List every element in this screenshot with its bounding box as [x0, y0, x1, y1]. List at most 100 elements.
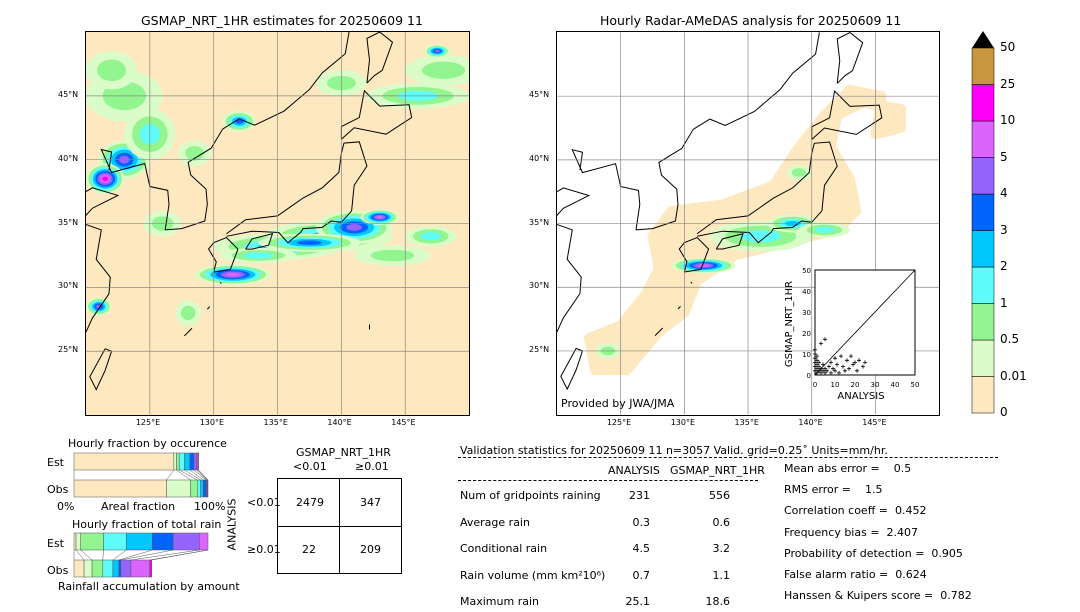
occurrence-est-segment [193, 452, 197, 471]
scatter-point [813, 364, 817, 369]
rain-area [740, 230, 781, 243]
totalrain-title: Hourly fraction of total rain [72, 518, 222, 531]
occurrence-est-segment [197, 452, 199, 471]
scatter-point [823, 366, 827, 371]
stat-row-label: Rain volume (mm km²10⁶) [460, 568, 606, 582]
col-label-1: ≥0.01 [355, 460, 389, 473]
coastline [557, 187, 591, 333]
scatter-xtick: 30 [871, 381, 880, 389]
rain-area [814, 226, 835, 233]
scatter-inset: 0 10 20 30 40 50 0 10 20 30 40 50 ANALYSIS GSMAP_NRT_… [784, 267, 919, 402]
coastline [207, 237, 239, 273]
colorbar-segment [971, 193, 995, 231]
colorbar [971, 31, 995, 414]
colorbar-segment [971, 84, 995, 122]
occ-est-label: Est [47, 456, 64, 469]
connector [130, 549, 200, 561]
colorbar-segment [971, 230, 995, 268]
lat-tick-label: 40°N [529, 153, 550, 163]
scatter-ytick: 30 [802, 309, 811, 317]
scatter-ylabel: GSMAP_NRT_1HR [784, 281, 795, 367]
scatter-xtick: 20 [851, 381, 860, 389]
scatter-point [825, 368, 829, 373]
occurrence-est-segment [184, 452, 191, 471]
colorbar-label: 0.01 [1000, 368, 1027, 383]
stat-row-analysis: 25.1 [625, 595, 651, 608]
stat-row-analysis: 4.5 [632, 542, 651, 555]
lon-tick-label: 145°E [862, 418, 887, 427]
occurrence-est-segment [176, 452, 180, 471]
colorbar-label: 25 [1000, 76, 1016, 91]
colorbar-segment [971, 303, 995, 341]
colorbar-label: 50 [1000, 40, 1016, 54]
score-line: Correlation coeff = 0.452 [784, 504, 927, 518]
connector [197, 469, 208, 481]
colorbar-label: 4 [1000, 186, 1008, 200]
colorbar-segment [971, 47, 995, 85]
totalrain-est-segment [103, 532, 127, 551]
lat-tick-label: 40°N [58, 153, 79, 163]
rain-area [434, 49, 440, 53]
rain-area [791, 168, 807, 177]
rain-area [97, 59, 126, 82]
stats-divider [458, 480, 758, 481]
tot-obs-label: Obs [47, 564, 69, 577]
scatter-xlabel: ANALYSIS [837, 391, 884, 402]
tot-xlabel: Rainfall accumulation by amount [58, 580, 240, 593]
stat-row-label: Conditional rain [460, 542, 548, 555]
scatter-point [843, 368, 847, 373]
table-divider [278, 526, 401, 527]
stat-row-gsmap: 0.6 [712, 515, 731, 529]
scatter-point [831, 366, 835, 371]
scatter-point [815, 358, 819, 363]
scatter-point [847, 366, 851, 371]
connector [102, 549, 104, 561]
connector [176, 469, 191, 481]
connector [118, 549, 153, 561]
row-label-0: <0.01 [247, 496, 281, 509]
occurrence-obs-segment [203, 479, 207, 498]
scatter-point [823, 337, 827, 342]
colorbar-label: 10 [1000, 113, 1016, 127]
scatter-point [821, 362, 825, 367]
rain-area [296, 240, 323, 245]
connector [112, 549, 127, 561]
scatter-point [817, 360, 821, 365]
contingency-row-title: ANALYSIS [225, 498, 239, 551]
scatter-point [815, 354, 819, 359]
coastline [165, 32, 350, 231]
stat-row-analysis: 231 [629, 489, 650, 502]
scatter-point [829, 370, 833, 375]
colorbar-label: 0 [1000, 405, 1008, 419]
coastline [677, 305, 681, 310]
score-line: RMS error = 1.5 [784, 483, 883, 497]
scatter-point [833, 368, 837, 373]
stat-row-analysis: 0.3 [632, 515, 651, 529]
scatter-ytick: 40 [802, 288, 811, 296]
occurrence-obs-segment [73, 479, 167, 498]
scatter-point [839, 354, 843, 359]
occurrence-est-segment [178, 452, 185, 471]
credit-text: Provided by JWA/JMA [561, 397, 675, 410]
colorbar-segment [971, 339, 995, 377]
scatter-ytick: 20 [802, 330, 811, 338]
lat-tick-label: 25°N [529, 345, 550, 355]
score-line: False alarm ratio = 0.624 [784, 568, 927, 581]
colorbar-segment [971, 266, 995, 304]
scatter-ytick: 50 [802, 267, 811, 275]
scatter-point [813, 360, 817, 365]
connector [196, 469, 207, 481]
scatter-point [813, 347, 817, 352]
occ-xlabel: Areal fraction [101, 500, 176, 513]
totalrain-obs-segment [149, 559, 152, 578]
contingency-col-title: GSMAP_NRT_1HR [296, 446, 391, 459]
lon-tick-label: 145°E [391, 418, 416, 427]
scatter-point [821, 368, 825, 373]
rain-area [370, 249, 415, 262]
totalrain-obs-segment [83, 559, 93, 578]
coastline [100, 148, 170, 231]
scatter-point [833, 356, 837, 361]
coastline [340, 89, 413, 140]
coastline [715, 233, 744, 250]
